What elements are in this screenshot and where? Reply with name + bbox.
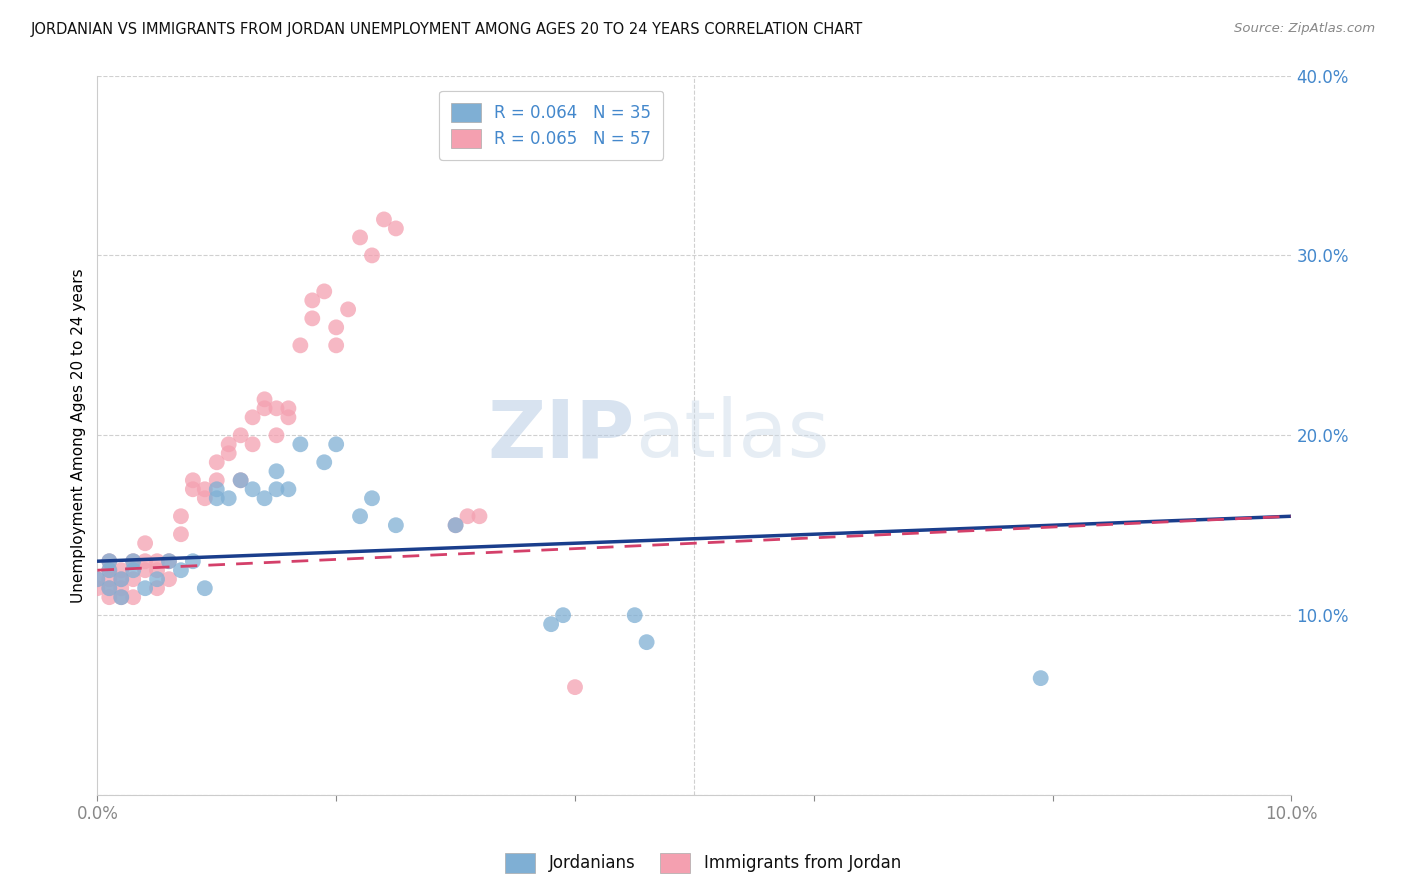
Point [373, 212, 395, 227]
Point [444, 518, 467, 533]
Point [205, 455, 228, 469]
Point [98, 563, 121, 577]
Point [540, 617, 562, 632]
Legend: R = 0.064   N = 35, R = 0.065   N = 57: R = 0.064 N = 35, R = 0.065 N = 57 [439, 91, 664, 160]
Point [325, 338, 347, 352]
Point [134, 536, 156, 550]
Point [122, 572, 145, 586]
Point [122, 554, 145, 568]
Point [457, 509, 479, 524]
Point [218, 437, 240, 451]
Point [361, 248, 384, 262]
Point [170, 509, 193, 524]
Point [290, 338, 312, 352]
Point [205, 482, 228, 496]
Point [157, 554, 180, 568]
Point [361, 491, 384, 506]
Point [314, 285, 336, 299]
Point [301, 293, 323, 308]
Point [314, 455, 336, 469]
Point [98, 554, 121, 568]
Point [110, 572, 132, 586]
Point [229, 473, 252, 487]
Point [218, 491, 240, 506]
Point [86, 572, 108, 586]
Point [205, 473, 228, 487]
Point [253, 491, 276, 506]
Text: atlas: atlas [634, 396, 830, 475]
Point [229, 428, 252, 442]
Point [194, 581, 217, 595]
Point [242, 410, 264, 425]
Point [86, 581, 108, 595]
Point [194, 482, 217, 496]
Point [98, 554, 121, 568]
Point [277, 410, 299, 425]
Point [229, 473, 252, 487]
Point [98, 590, 121, 604]
Point [194, 491, 217, 506]
Y-axis label: Unemployment Among Ages 20 to 24 years: Unemployment Among Ages 20 to 24 years [72, 268, 86, 603]
Point [218, 446, 240, 460]
Point [242, 437, 264, 451]
Point [98, 572, 121, 586]
Point [385, 221, 408, 235]
Point [325, 320, 347, 334]
Point [122, 554, 145, 568]
Text: Source: ZipAtlas.com: Source: ZipAtlas.com [1234, 22, 1375, 36]
Point [122, 590, 145, 604]
Point [98, 581, 121, 595]
Point [266, 464, 288, 478]
Point [110, 581, 132, 595]
Point [170, 527, 193, 541]
Point [444, 518, 467, 533]
Point [157, 572, 180, 586]
Text: ZIP: ZIP [488, 396, 634, 475]
Point [122, 563, 145, 577]
Point [636, 635, 658, 649]
Point [98, 563, 121, 577]
Point [564, 680, 586, 694]
Point [242, 482, 264, 496]
Point [181, 554, 204, 568]
Point [98, 581, 121, 595]
Text: JORDANIAN VS IMMIGRANTS FROM JORDAN UNEMPLOYMENT AMONG AGES 20 TO 24 YEARS CORRE: JORDANIAN VS IMMIGRANTS FROM JORDAN UNEM… [31, 22, 863, 37]
Point [110, 572, 132, 586]
Point [110, 590, 132, 604]
Point [134, 554, 156, 568]
Point [205, 491, 228, 506]
Point [623, 608, 645, 623]
Point [170, 563, 193, 577]
Point [253, 392, 276, 407]
Point [181, 473, 204, 487]
Point [134, 563, 156, 577]
Point [146, 572, 169, 586]
Point [385, 518, 408, 533]
Point [1029, 671, 1052, 685]
Point [146, 554, 169, 568]
Point [337, 302, 360, 317]
Point [266, 428, 288, 442]
Point [134, 581, 156, 595]
Point [157, 554, 180, 568]
Point [301, 311, 323, 326]
Point [110, 590, 132, 604]
Point [468, 509, 491, 524]
Point [146, 581, 169, 595]
Point [253, 401, 276, 416]
Point [110, 563, 132, 577]
Point [349, 509, 371, 524]
Point [325, 437, 347, 451]
Point [551, 608, 574, 623]
Point [181, 482, 204, 496]
Point [277, 482, 299, 496]
Point [349, 230, 371, 244]
Point [290, 437, 312, 451]
Point [146, 563, 169, 577]
Point [86, 572, 108, 586]
Point [266, 482, 288, 496]
Point [266, 401, 288, 416]
Legend: Jordanians, Immigrants from Jordan: Jordanians, Immigrants from Jordan [499, 847, 907, 880]
Point [277, 401, 299, 416]
